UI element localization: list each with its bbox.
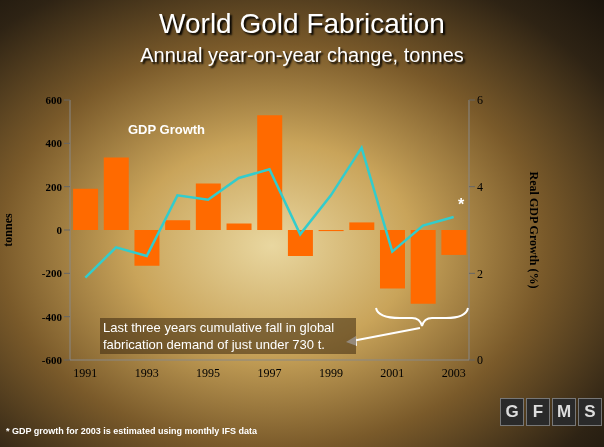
svg-text:1995: 1995 (196, 366, 220, 380)
svg-text:0: 0 (57, 224, 63, 236)
svg-text:2: 2 (477, 267, 483, 281)
svg-text:0: 0 (477, 353, 483, 367)
html-text:M: M (556, 402, 572, 421)
svg-text:200: 200 (46, 181, 63, 193)
svg-text:600: 600 (46, 94, 63, 106)
svg-text:2001: 2001 (380, 366, 404, 380)
svg-text:1991: 1991 (73, 366, 97, 380)
svg-text:Real GDP Growth (%): Real GDP Growth (%) (527, 172, 541, 289)
html-text:S: S (584, 402, 596, 421)
svg-text:tonnes: tonnes (1, 213, 15, 247)
html-text:F: F (532, 402, 544, 421)
svg-text:400: 400 (46, 137, 63, 149)
svg-text:6: 6 (477, 93, 483, 107)
html-text:GDP Growth: GDP Growth (128, 122, 205, 137)
html-text:World Gold Fabrication: World Gold Fabrication (159, 8, 445, 39)
svg-text:1993: 1993 (135, 366, 159, 380)
html-text:G: G (505, 402, 519, 421)
svg-text:-400: -400 (42, 311, 63, 323)
html-text:* GDP growth for 2003 is estim: * GDP growth for 2003 is estimated using… (6, 426, 257, 436)
svg-text:4: 4 (477, 180, 483, 194)
svg-text:-600: -600 (42, 354, 63, 366)
html-text:Last three years cumulative fa: Last three years cumulative fall in glob… (103, 320, 335, 352)
svg-text:1997: 1997 (258, 366, 282, 380)
svg-text:1999: 1999 (319, 366, 343, 380)
html-text:Annual year-on-year change, to: Annual year-on-year change, tonnes (140, 44, 464, 66)
svg-text:-200: -200 (42, 267, 63, 279)
svg-text:2003: 2003 (442, 366, 466, 380)
